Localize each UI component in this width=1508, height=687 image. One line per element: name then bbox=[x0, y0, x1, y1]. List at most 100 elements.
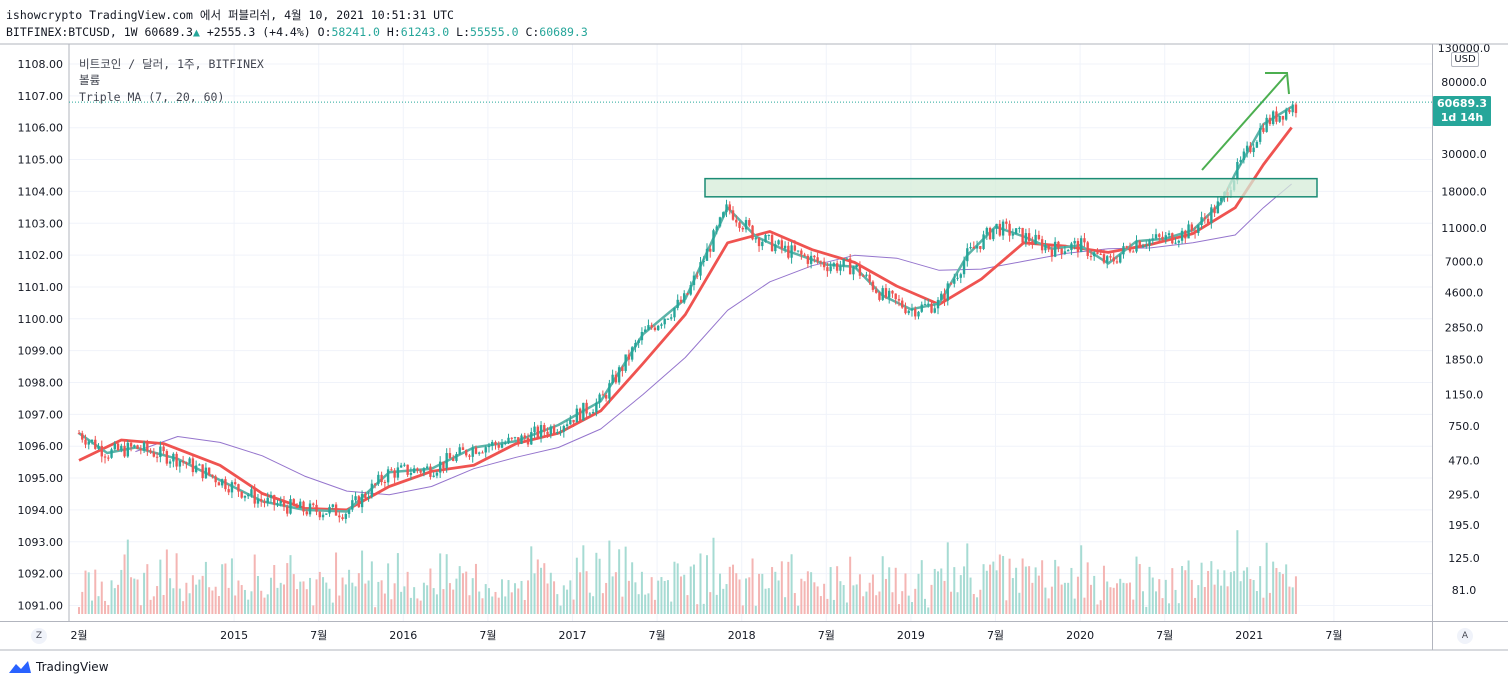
legend-volume[interactable]: 볼륨 bbox=[79, 73, 101, 87]
currency-unit-label[interactable]: USD bbox=[1451, 52, 1479, 67]
candle-body bbox=[263, 501, 266, 504]
candle-body bbox=[988, 227, 992, 240]
trend-arrow-head bbox=[1265, 72, 1290, 95]
candle-body bbox=[373, 483, 377, 485]
volume-bar bbox=[198, 579, 201, 614]
candle-body bbox=[1174, 242, 1177, 244]
volume-bar bbox=[143, 572, 146, 614]
candle-body bbox=[897, 299, 901, 301]
volume-bar bbox=[907, 595, 910, 614]
volume-bar bbox=[91, 600, 94, 614]
volume-bar bbox=[663, 580, 666, 614]
candle-body bbox=[1135, 240, 1138, 252]
volume-bar bbox=[748, 577, 751, 614]
volume-bar bbox=[692, 564, 695, 614]
candle-body bbox=[295, 504, 299, 508]
candle-body bbox=[175, 453, 178, 467]
candle-body bbox=[403, 464, 406, 466]
volume-bar bbox=[966, 543, 969, 614]
candle-body bbox=[1271, 111, 1275, 125]
candle-body bbox=[370, 483, 374, 497]
volume-bar bbox=[162, 595, 165, 614]
auto-scale-button[interactable]: A bbox=[1457, 628, 1473, 644]
candle-body bbox=[331, 504, 334, 507]
candle-body bbox=[461, 447, 465, 450]
candle-body bbox=[188, 458, 191, 464]
candle-body bbox=[240, 491, 243, 498]
volume-bar bbox=[107, 604, 110, 614]
candle-body bbox=[194, 465, 198, 473]
volume-bar bbox=[422, 582, 425, 614]
volume-bar bbox=[130, 577, 133, 614]
candle-body bbox=[1265, 117, 1268, 132]
candle-body bbox=[399, 465, 403, 468]
volume-bar bbox=[348, 569, 351, 614]
candle-body bbox=[1281, 115, 1285, 120]
tradingview-brand[interactable]: TradingView bbox=[8, 660, 109, 674]
volume-bar bbox=[979, 589, 982, 614]
candle-body bbox=[1167, 233, 1171, 236]
candle-body bbox=[588, 413, 592, 415]
volume-bar bbox=[1168, 603, 1171, 614]
volume-bar bbox=[465, 571, 468, 614]
volume-bar bbox=[543, 563, 546, 614]
candle-body bbox=[1037, 234, 1041, 240]
volume-bar bbox=[904, 573, 907, 614]
volume-bar bbox=[793, 593, 796, 614]
volume-bar bbox=[546, 583, 549, 614]
volume-bar bbox=[195, 584, 198, 614]
candle-body bbox=[468, 455, 471, 457]
candle-body bbox=[881, 288, 884, 300]
time-axis-label: 7월 bbox=[818, 629, 835, 642]
candle-body bbox=[1011, 233, 1015, 236]
volume-bar bbox=[149, 599, 152, 614]
candle-body bbox=[930, 303, 933, 313]
candle-body bbox=[129, 442, 133, 447]
volume-bar bbox=[1148, 566, 1151, 614]
candle-body bbox=[347, 509, 351, 514]
candle-body bbox=[705, 248, 709, 261]
zoom-button[interactable]: Z bbox=[31, 628, 47, 644]
publish-info: ishowcrypto TradingView.com 에서 퍼블리쉬, 4월 … bbox=[6, 8, 454, 22]
legend-triple-ma[interactable]: Triple MA (7, 20, 60) bbox=[79, 90, 225, 104]
volume-bar bbox=[1015, 567, 1018, 614]
volume-bar bbox=[439, 553, 442, 614]
candle-body bbox=[455, 454, 458, 461]
candle-body bbox=[611, 374, 614, 384]
candle-body bbox=[1252, 147, 1255, 153]
volume-bar bbox=[761, 573, 764, 614]
candle-body bbox=[1206, 218, 1210, 224]
volume-bar bbox=[123, 554, 126, 614]
volume-bar bbox=[992, 561, 995, 614]
candle-body bbox=[959, 274, 962, 278]
candle-body bbox=[624, 354, 627, 371]
candle-body bbox=[910, 308, 914, 311]
candle-body bbox=[884, 288, 888, 298]
candle-body bbox=[536, 426, 539, 438]
candle-body bbox=[878, 292, 881, 300]
volume-bar bbox=[1255, 591, 1258, 614]
volume-bar bbox=[393, 583, 396, 614]
candle-body bbox=[692, 275, 696, 286]
volume-bar bbox=[1057, 566, 1060, 614]
candle-body bbox=[1112, 257, 1115, 262]
legend-symbol[interactable]: 비트코인 / 달러, 1주, BITFINEX bbox=[79, 57, 264, 71]
price-axis-tick: 1850.0 bbox=[1445, 353, 1484, 366]
volume-bar bbox=[335, 552, 338, 614]
candle-body bbox=[679, 299, 683, 303]
volume-bar bbox=[318, 571, 321, 614]
candle-body bbox=[683, 293, 686, 303]
volume-bar bbox=[400, 591, 403, 614]
candle-body bbox=[334, 504, 338, 516]
candle-body bbox=[247, 495, 250, 497]
volume-bar bbox=[156, 586, 159, 614]
time-axis-label: 2017 bbox=[559, 629, 587, 642]
volume-bar bbox=[865, 591, 868, 614]
volume-bar bbox=[910, 602, 913, 614]
volume-bar bbox=[1008, 558, 1011, 614]
candle-body bbox=[253, 489, 256, 504]
volume-bar bbox=[878, 591, 881, 614]
volume-bar bbox=[1242, 570, 1245, 614]
volume-bar bbox=[448, 583, 451, 614]
